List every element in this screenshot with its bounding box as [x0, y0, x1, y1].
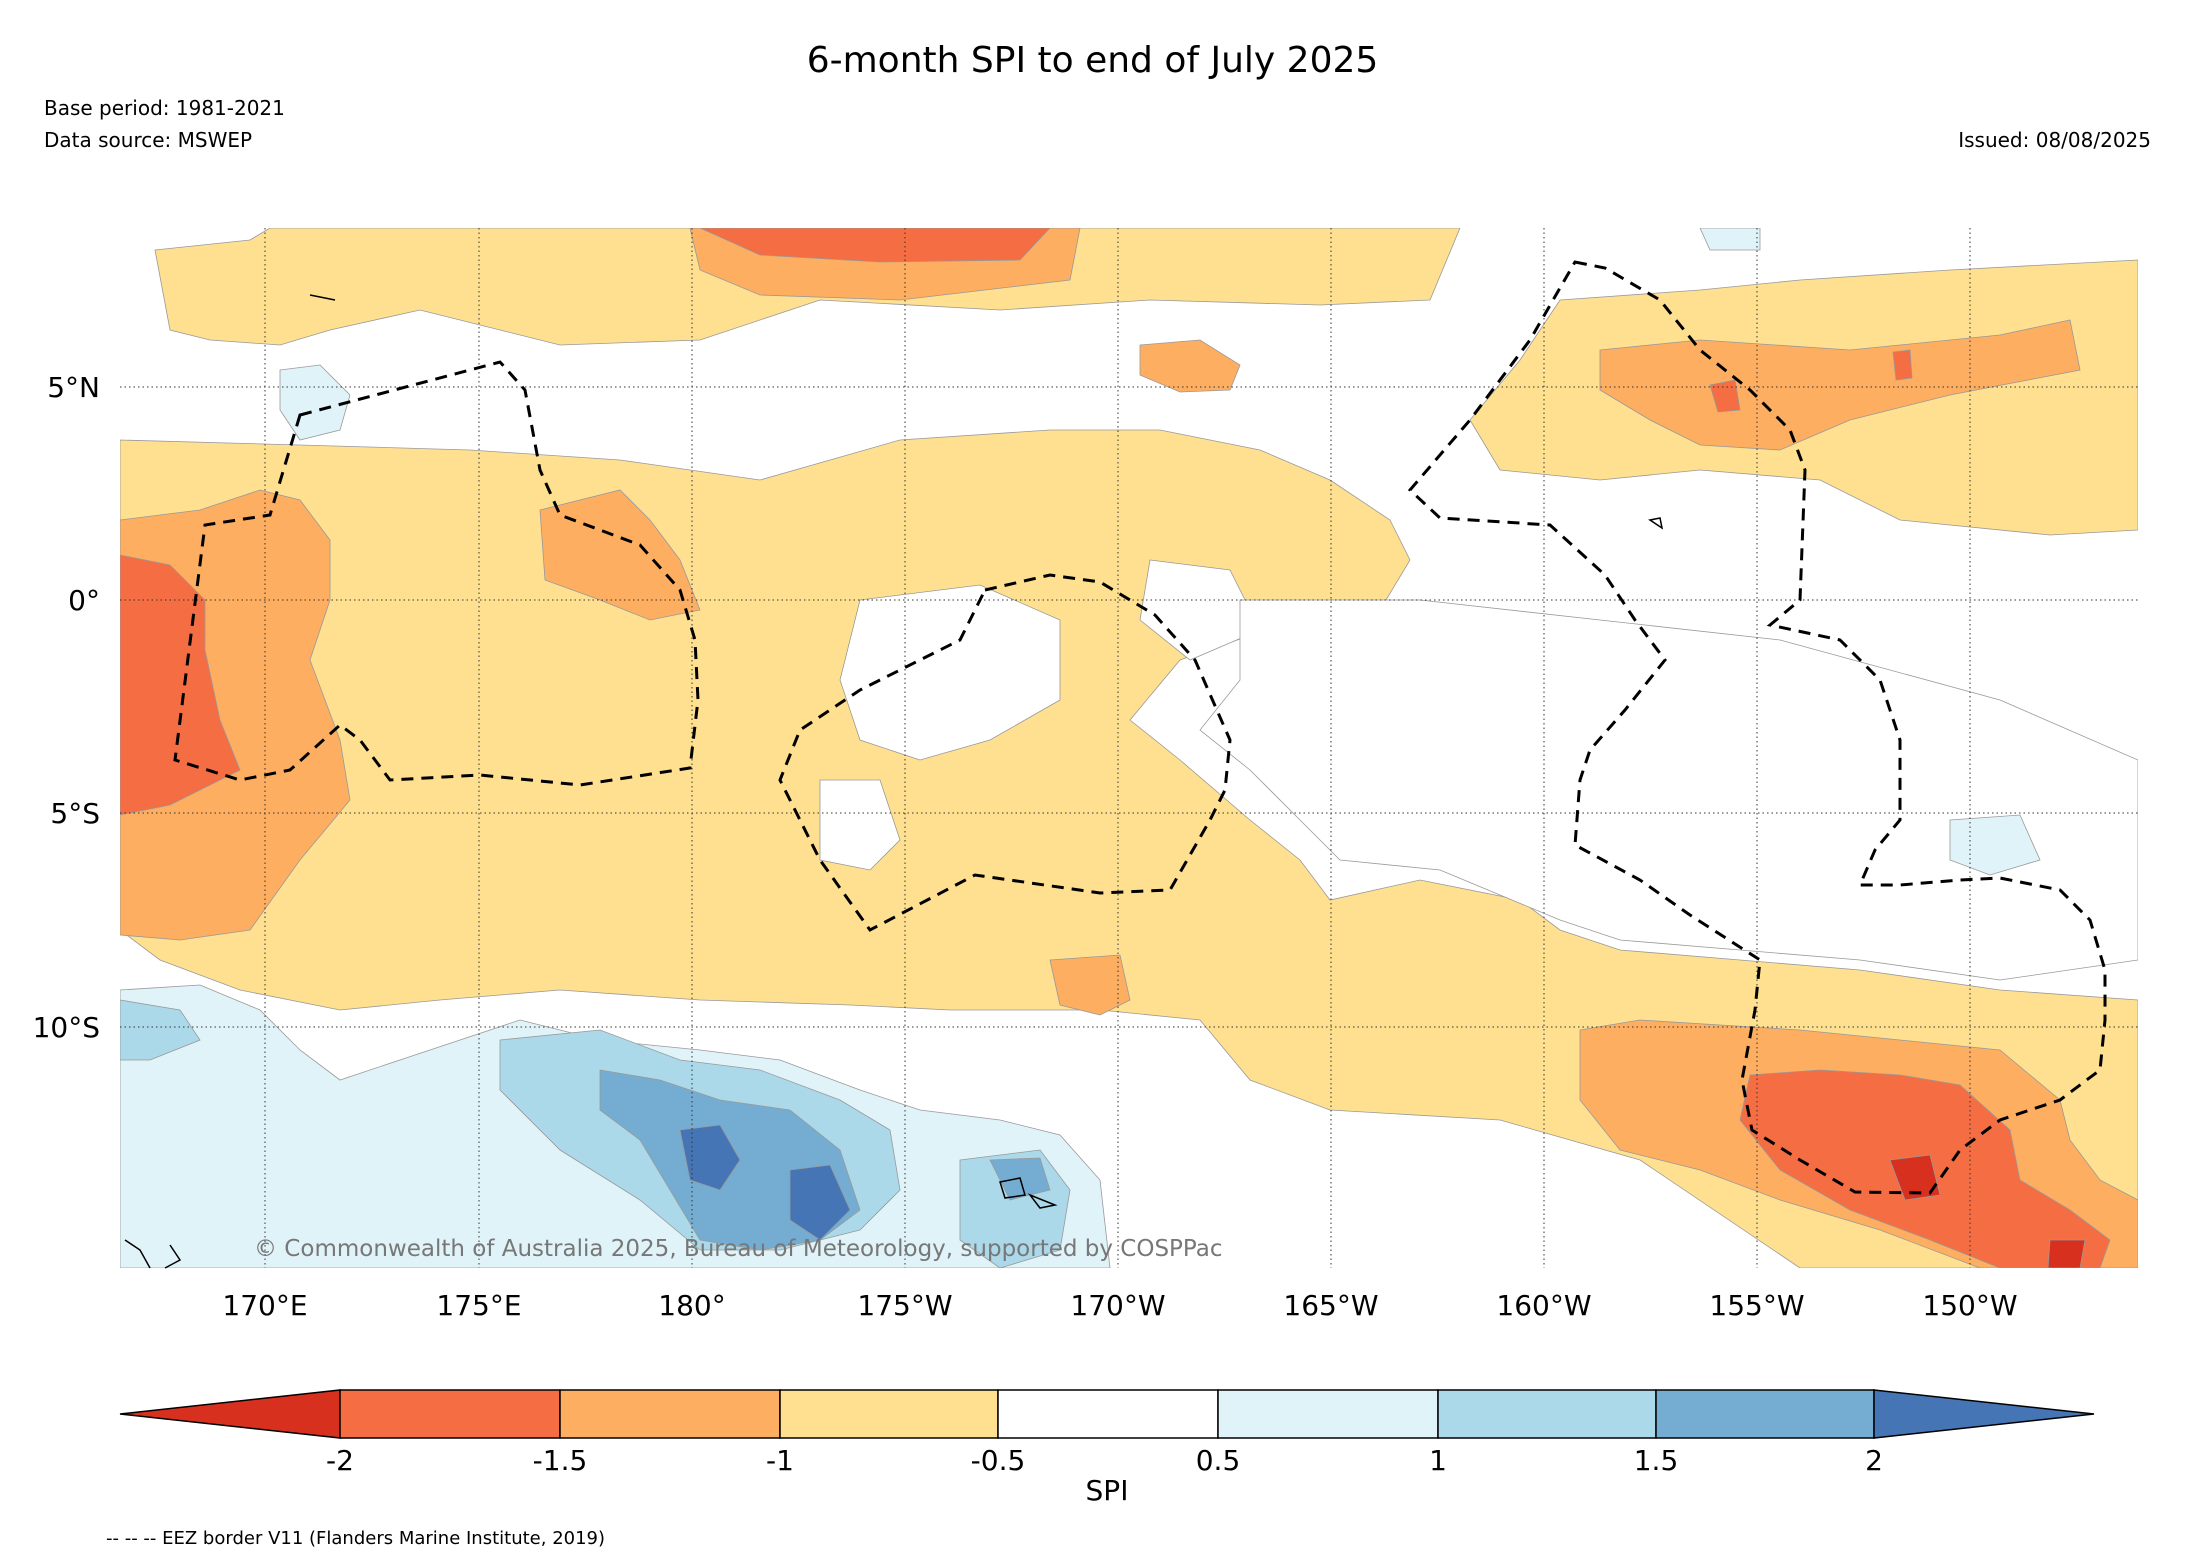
- island-outline: [309, 294, 336, 301]
- map-title: 6-month SPI to end of July 2025: [806, 40, 1379, 81]
- lon-label-170w: 170°W: [1070, 1289, 1165, 1322]
- colorbar-tick-label: 2: [1865, 1444, 1883, 1477]
- colorbar-extend-high: [1873, 1389, 2095, 1439]
- island-outline: [999, 1177, 1026, 1199]
- colorbar-axis-label: SPI: [1086, 1474, 1129, 1507]
- spi-region-extreme-se: [1889, 1154, 1941, 1201]
- lon-label-165w: 165°W: [1283, 1289, 1378, 1322]
- lon-label-175e: 175°E: [436, 1289, 521, 1322]
- colorbar-tick-label: -2: [326, 1444, 354, 1477]
- colorbar-tick-label: -1.5: [533, 1444, 588, 1477]
- colorbar-swatch: [1655, 1389, 1875, 1439]
- colorbar-swatch: [1217, 1389, 1439, 1439]
- lon-label-170e: 170°E: [222, 1289, 307, 1322]
- colorbar-tick-label: 0.5: [1196, 1444, 1241, 1477]
- copyright-notice: © Commonwealth of Australia 2025, Bureau…: [254, 1236, 1223, 1262]
- eez-border-kiribati-line: [1407, 260, 2107, 1195]
- lat-label-10s: 10°S: [33, 1011, 100, 1044]
- island-outline: [1648, 517, 1664, 530]
- colorbar-tick-label: -0.5: [971, 1444, 1026, 1477]
- spi-region-severe-ne-2: [1892, 349, 1913, 381]
- spi-region-wet-extreme-sc: [679, 1124, 741, 1191]
- spi-region-normal-pocket-1: [839, 584, 1061, 761]
- colorbar-swatch: [779, 1389, 999, 1439]
- base-period-label: Base period: 1981-2021: [44, 96, 285, 120]
- colorbar-tick-label: 1: [1429, 1444, 1447, 1477]
- spi-region-wet-moderate-sw: [120, 999, 201, 1061]
- colorbar-swatch: [559, 1389, 781, 1439]
- spi-region-extreme-se-2: [2047, 1239, 2086, 1268]
- colorbar-swatch: [339, 1389, 561, 1439]
- spi-region-normal-pocket-2: [819, 779, 901, 871]
- spi-region-normal-pocket-3: [1139, 559, 1261, 661]
- lat-label-0: 0°: [68, 584, 100, 617]
- spi-region-severe-north: [699, 228, 1051, 263]
- lon-label-155w: 155°W: [1709, 1289, 1804, 1322]
- spi-colorbar: [119, 1389, 2095, 1439]
- island-outline: [1027, 1193, 1058, 1209]
- eez-borders: [173, 260, 2107, 1195]
- spi-region-moderate-sc: [1049, 954, 1131, 1016]
- lon-label-180: 180°: [658, 1289, 725, 1322]
- lat-label-5n: 5°N: [47, 371, 100, 404]
- spi-region-moderate-wc: [539, 489, 701, 621]
- spi-region-severe-west: [120, 554, 241, 816]
- spi-region-severe-ne: [1709, 379, 1741, 413]
- spi-region-wet-mild-n: [1699, 228, 1761, 251]
- spi-region-wet-extreme-sc-2: [789, 1164, 851, 1241]
- lon-label-150w: 150°W: [1922, 1289, 2017, 1322]
- colorbar-swatch: [1437, 1389, 1657, 1439]
- island-outline: [124, 1239, 151, 1269]
- island-outline: [164, 1244, 182, 1269]
- lat-label-5s: 5°S: [50, 797, 100, 830]
- spi-map-panel: © Commonwealth of Australia 2025, Bureau…: [33, 228, 2138, 1322]
- spi-region-moderate-nw: [1139, 339, 1241, 393]
- eez-border-tuvalu-kiribati-west: [173, 360, 700, 787]
- issued-date-label: Issued: 08/08/2025: [1958, 128, 2151, 152]
- colorbar-tick-label: -1: [766, 1444, 794, 1477]
- lon-label-175w: 175°W: [857, 1289, 952, 1322]
- colorbar-swatch: [997, 1389, 1219, 1439]
- spi-region-moderate-ne: [1599, 319, 2081, 451]
- island-outlines: [124, 294, 1664, 1269]
- eez-legend-note: -- -- -- EEZ border V11 (Flanders Marine…: [106, 1528, 606, 1549]
- spi-region-wet-mild-e: [1949, 814, 2041, 876]
- colorbar-extend-low: [119, 1389, 341, 1439]
- colorbar-tick-label: 1.5: [1634, 1444, 1679, 1477]
- eez-border-tokelau: [778, 573, 1232, 932]
- data-source-label: Data source: MSWEP: [44, 128, 253, 152]
- lon-label-160w: 160°W: [1496, 1289, 1591, 1322]
